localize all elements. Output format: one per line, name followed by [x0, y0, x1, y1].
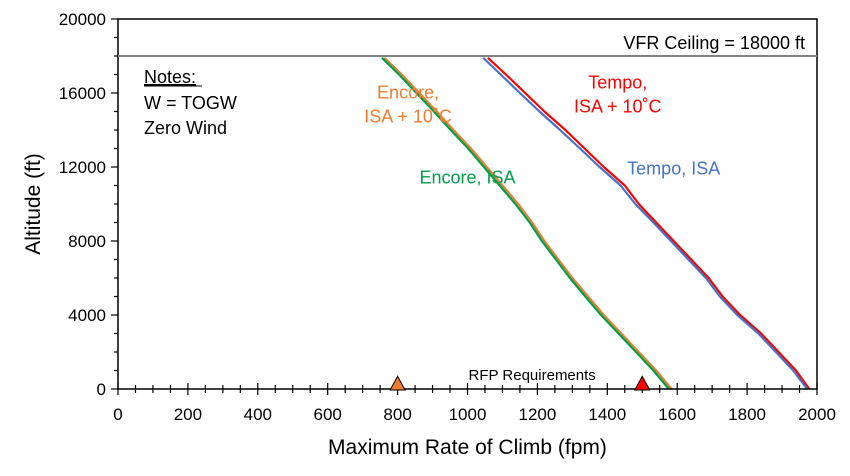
y-tick-label: 8000 [68, 232, 106, 251]
x-tick-label: 0 [113, 405, 122, 424]
y-tick-label: 4000 [68, 306, 106, 325]
rfp-marker-1 [633, 375, 651, 391]
x-tick-label: 1200 [518, 405, 556, 424]
series-label-3: Tempo, ISA [627, 158, 720, 178]
x-tick-label: 400 [244, 405, 272, 424]
x-tick-label: 2000 [798, 405, 836, 424]
series-line-1 [482, 57, 809, 390]
notes-line-1: Zero Wind [144, 118, 227, 138]
rfp-requirements-label: RFP Requirements [469, 367, 596, 384]
notes-line-0: W = TOGW [144, 93, 237, 113]
labels-layer: VFR Ceiling = 18000 ft Maximum Rate of Cl… [22, 33, 805, 459]
series-line-0 [487, 56, 811, 390]
series-line-3 [381, 57, 670, 390]
series-label-0: Encore, ISA + 10˚C [364, 83, 452, 127]
x-axis-title: Maximum Rate of Climb (fpm) [328, 436, 607, 459]
plot-frame [117, 18, 818, 390]
x-tick-label: 1400 [588, 405, 626, 424]
y-tick-label: 0 [97, 380, 106, 399]
x-tick-label: 200 [174, 405, 202, 424]
y-tick-label: 16000 [59, 84, 106, 103]
x-tick-label: 600 [314, 405, 342, 424]
rfp-marker-0 [389, 375, 406, 391]
series-layer [381, 56, 811, 390]
x-tick-label: 800 [383, 405, 411, 424]
series-line-2 [383, 57, 673, 390]
series-label-1: Encore, ISA [419, 168, 515, 188]
vfr-ceiling-label: VFR Ceiling = 18000 ft [623, 33, 805, 53]
notes-title: Notes: [144, 67, 196, 87]
y-axis-title: Altitude (ft) [22, 153, 45, 255]
x-tick-label: 1000 [449, 405, 487, 424]
x-tick-label: 1600 [658, 405, 696, 424]
y-tick-label: 12000 [59, 158, 106, 177]
series-label-2: Tempo, ISA + 10˚C [574, 72, 662, 116]
x-tick-label: 1800 [728, 405, 766, 424]
y-tick-label: 20000 [59, 10, 106, 29]
